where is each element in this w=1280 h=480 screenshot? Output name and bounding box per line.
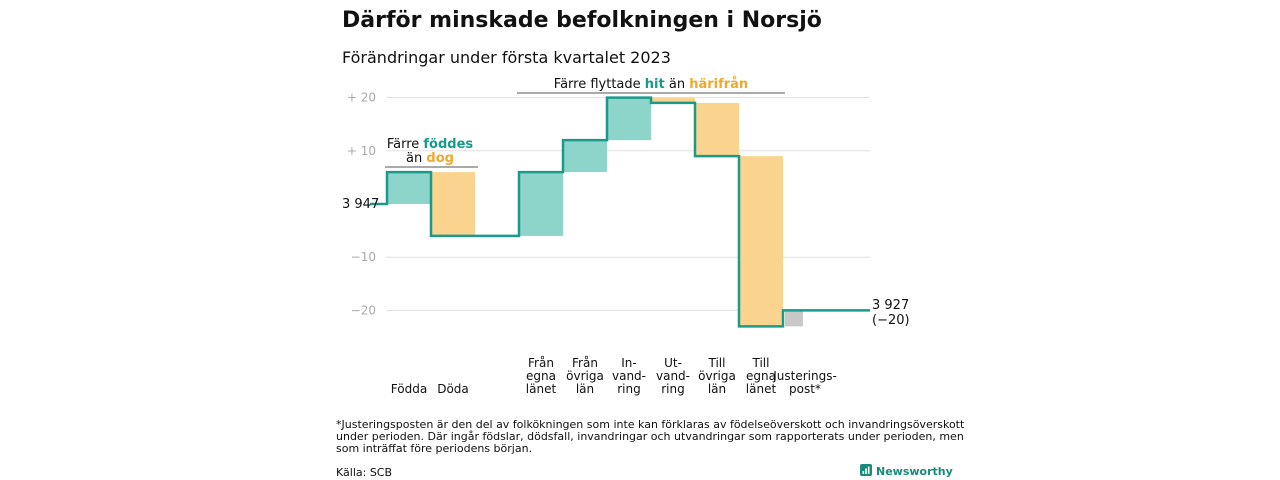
category-label-fran-egna-lanet-1: egna [526,369,556,383]
y-tick-label-0: + 20 [347,91,376,105]
category-label-till-ovriga-lan-0: Till [708,356,726,370]
category-label-utvandring-2: ring [661,382,685,396]
category-label-justeringspost-0: Justerings- [772,369,837,383]
category-label-fran-ovriga-lan-0: Från [572,356,598,370]
category-label-invandring-0: In- [621,356,636,370]
bar-fran-egna-lanet [519,172,563,236]
end-change-label: (−20) [872,313,910,328]
chart-subtitle: Förändringar under första kvartalet 2023 [342,48,671,67]
category-label-fran-egna-lanet-2: länet [526,382,557,396]
bar-doda [431,172,475,236]
bars [387,97,803,327]
category-label-till-egna-lanet-1: egna [746,369,776,383]
category-label-invandring-1: vand- [612,369,646,383]
bar-utvandring [651,97,695,103]
category-label-utvandring-0: Ut- [664,356,682,370]
y-tick-label-2: −10 [351,250,376,264]
end-value-label: 3 927 [872,298,909,313]
source-label: Källa: SCB [336,466,392,479]
category-label-fodda-0: Födda [391,382,427,396]
category-label-fran-egna-lanet-0: Från [528,356,554,370]
brand-logo-icon-bar-1 [862,471,865,474]
annotation-migration: Färre flyttade hit än härifrån [517,77,785,94]
category-label-fran-ovriga-lan-2: län [576,382,594,396]
annotation-birth: Färre föddes än dog [385,137,478,168]
category-label-justeringspost-1: post* [789,382,821,396]
annotation-migration-text: Färre flyttade hit än härifrån [554,77,748,92]
footnote-line-2: under perioden. Där ingår födslar, dödsf… [336,430,964,443]
footnote: *Justeringsposten är den del av folkökni… [336,418,965,455]
annotation-birth-line2: än dog [406,151,454,166]
bar-fran-ovriga-lan [563,140,607,173]
brand-logo: Newsworthy [860,464,953,478]
bar-invandring [607,97,651,141]
category-label-till-ovriga-lan-2: län [708,382,726,396]
category-label-invandring-2: ring [617,382,641,396]
footnote-line-1: *Justeringsposten är den del av folkökni… [336,418,965,431]
y-tick-label-1: + 10 [347,144,376,158]
bar-justeringspost [785,310,803,327]
start-value-label: 3 947 [342,197,379,212]
chart-title: Därför minskade befolkningen i Norsjö [342,8,822,33]
bar-till-egna-lanet [739,156,783,327]
step-line [370,96,870,328]
category-label-till-egna-lanet-2: länet [746,382,777,396]
category-label-till-egna-lanet-0: Till [752,356,770,370]
category-label-fran-ovriga-lan-1: övriga [566,369,604,383]
category-label-doda-0: Döda [437,382,469,396]
bar-till-ovriga-lan [695,102,739,157]
footnote-line-3: som inträffat före periodens början. [336,442,532,455]
step-line-path [370,96,870,328]
brand-name: Newsworthy [876,465,953,478]
category-labels: Födda DödaFrånegnalänetFrånövrigalänIn-va… [391,356,837,396]
y-tick-label-3: −20 [351,303,376,317]
brand-logo-icon-bar-2 [865,468,867,474]
brand-logo-icon-bar-3 [867,466,870,474]
category-label-till-ovriga-lan-1: övriga [698,369,736,383]
category-label-utvandring-1: vand- [656,369,690,383]
bar-fodda [387,172,431,204]
y-axis-ticks: + 20 + 10 −10 −20 [347,91,376,318]
annotation-birth-line1: Färre föddes [387,137,474,152]
